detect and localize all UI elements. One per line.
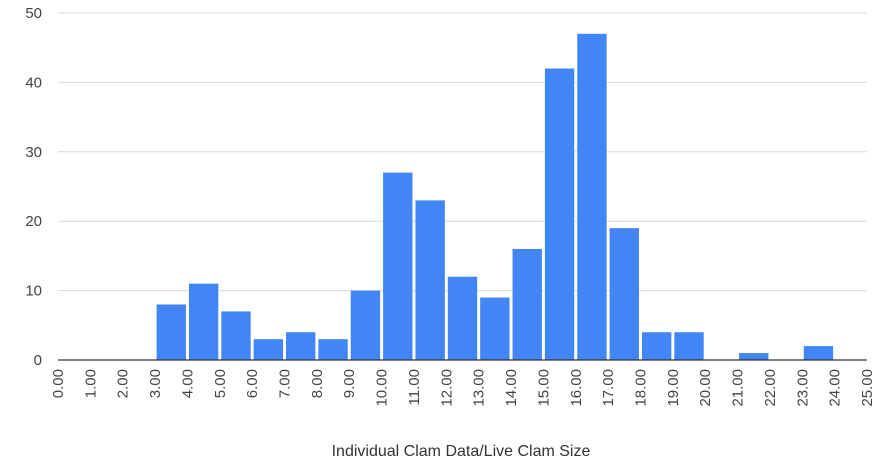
x-tick-label: 4.00: [179, 369, 196, 398]
x-tick-label: 17.00: [600, 369, 617, 407]
y-tick-label: 40: [25, 74, 42, 91]
x-tick-label: 6.00: [244, 369, 261, 398]
x-tick-label: 14.00: [503, 369, 520, 407]
x-tick-label: 24.00: [827, 369, 844, 407]
x-tick-label: 1.00: [82, 369, 99, 398]
histogram-bar: [480, 297, 510, 360]
x-axis-ticks: 0.00 1.00 2.00 3.00 4.00 5.00 6.00 7.00 8.00 9.00…: [50, 369, 876, 407]
x-tick-label: 19.00: [665, 369, 682, 407]
y-tick-label: 50: [25, 5, 42, 22]
x-tick-label: 7.00: [277, 369, 294, 398]
histogram-bar: [253, 339, 284, 360]
histogram-bar: [188, 283, 219, 360]
x-tick-label: 22.00: [762, 369, 779, 407]
histogram-bar: [447, 276, 478, 360]
gridlines: [58, 12, 867, 292]
histogram-bar: [350, 290, 381, 360]
x-tick-label: 2.00: [115, 369, 132, 398]
y-axis-ticks: 0 10 20 30 40 50: [25, 5, 42, 369]
histogram-bar: [383, 172, 413, 360]
histogram-bar: [415, 200, 445, 360]
histogram-bar: [544, 68, 575, 361]
bars: [156, 33, 834, 361]
histogram-bar: [221, 311, 251, 360]
x-tick-label: 20.00: [697, 369, 714, 407]
histogram-bar: [512, 248, 542, 360]
histogram-bar: [609, 228, 639, 360]
x-tick-label: 13.00: [471, 369, 488, 407]
x-tick-label: 0.00: [50, 369, 67, 398]
x-tick-label: 15.00: [535, 369, 552, 407]
histogram-bar: [739, 353, 769, 360]
histogram-bar: [156, 304, 186, 360]
y-tick-label: 0: [34, 352, 42, 369]
y-tick-label: 10: [25, 283, 42, 300]
histogram-bar: [577, 33, 607, 360]
x-tick-label: 16.00: [568, 369, 585, 407]
x-tick-label: 11.00: [406, 369, 423, 405]
x-axis-title: Individual Clam Data/Live Clam Size: [332, 443, 591, 460]
x-tick-label: 21.00: [730, 369, 747, 407]
y-tick-label: 30: [25, 144, 42, 161]
x-tick-label: 5.00: [212, 369, 229, 398]
x-tick-label: 23.00: [794, 369, 811, 407]
histogram-bar: [318, 339, 348, 360]
x-tick-label: 8.00: [309, 369, 326, 398]
x-tick-label: 3.00: [147, 369, 164, 398]
x-tick-label: 10.00: [374, 369, 391, 407]
x-tick-label: 18.00: [632, 369, 649, 407]
x-tick-label: 25.00: [859, 369, 876, 407]
histogram-bar: [286, 332, 316, 360]
y-tick-label: 20: [25, 213, 42, 230]
histogram-bar: [641, 332, 672, 360]
x-tick-label: 9.00: [341, 369, 358, 398]
histogram-bar: [674, 332, 704, 360]
histogram-bar: [803, 346, 834, 360]
x-tick-label: 12.00: [438, 369, 455, 407]
